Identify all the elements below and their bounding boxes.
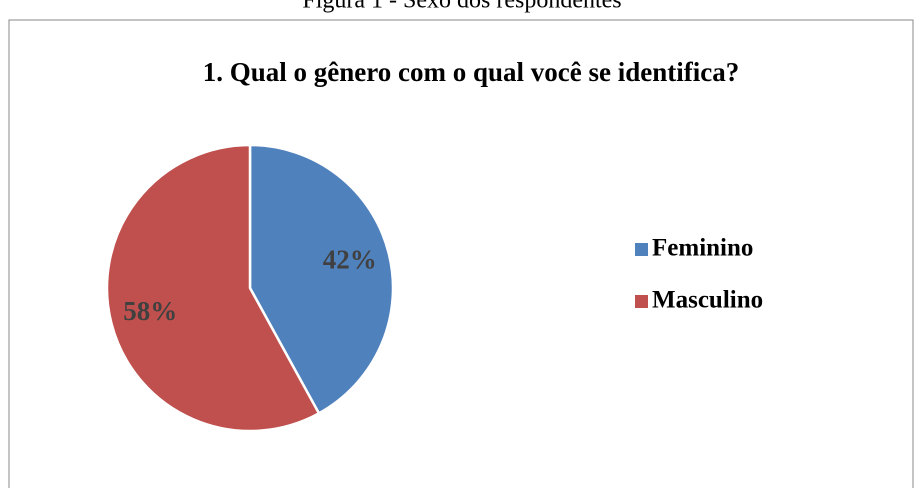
legend-label: Feminino: [652, 235, 753, 262]
pie-slice: [248, 143, 395, 416]
data-label: 58%: [123, 296, 177, 326]
figure-caption: Figura 1 - Sexo dos respondentes: [302, 0, 621, 14]
pie-slice: [105, 143, 321, 433]
legend-swatch: [635, 243, 648, 256]
legend-swatch: [635, 295, 648, 308]
data-label: 42%: [323, 245, 377, 275]
legend-label: Masculino: [652, 287, 763, 314]
chart-title: 1. Qual o gênero com o qual você se iden…: [203, 57, 739, 87]
